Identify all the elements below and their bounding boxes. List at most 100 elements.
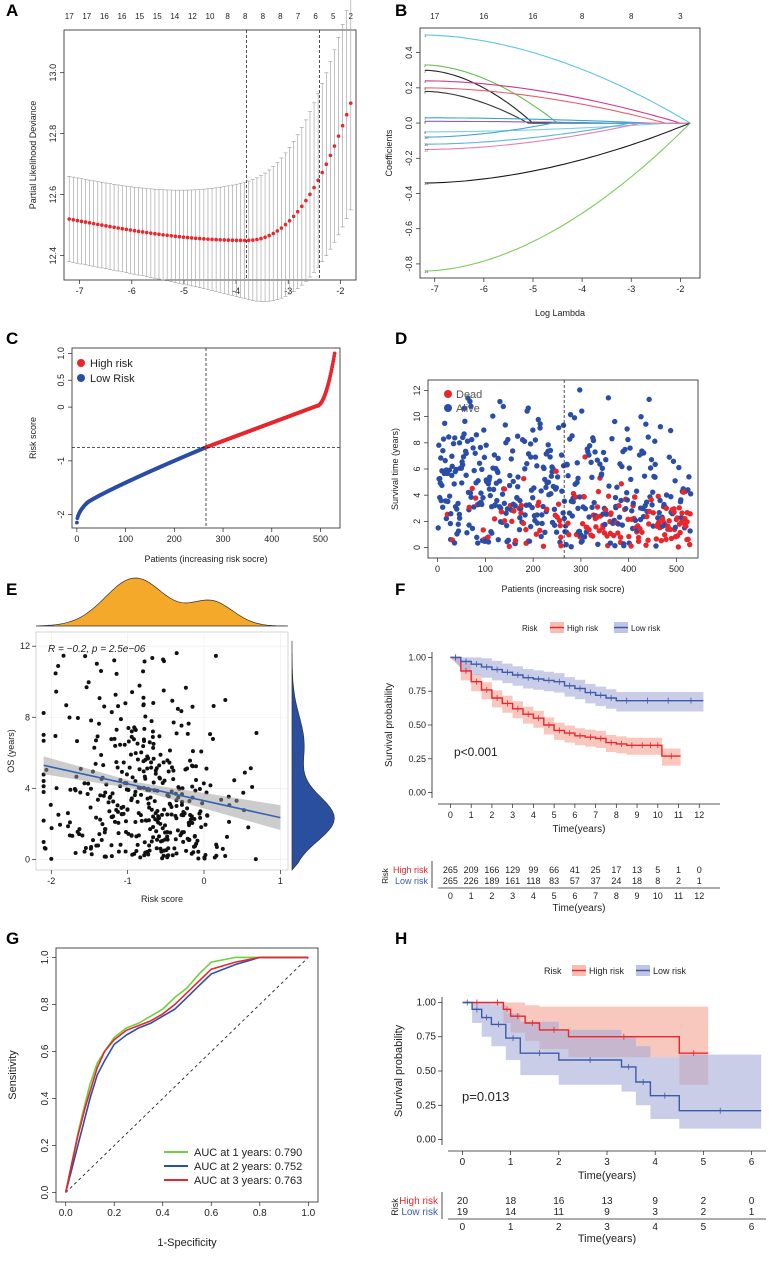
survival-point — [594, 504, 601, 510]
survival-point — [619, 522, 626, 528]
deviance-point — [226, 238, 231, 242]
y-tick-label: 0.0 — [40, 1185, 51, 1199]
os-point — [103, 827, 108, 832]
os-point — [171, 720, 176, 725]
risk-table-title: Risk — [381, 867, 390, 884]
survival-point — [440, 504, 446, 510]
risk-count: 99 — [528, 865, 538, 875]
survival-point — [480, 527, 486, 533]
coef-label: 13 — [424, 181, 429, 186]
survival-point — [438, 455, 444, 461]
os-point — [242, 770, 247, 775]
os-point — [93, 761, 98, 766]
survival-point — [537, 527, 543, 534]
survival-point — [582, 506, 589, 512]
os-point — [141, 695, 146, 700]
deviance-point — [100, 223, 104, 227]
os-point — [174, 804, 179, 809]
x-axis-label: Patients (increasing risk socre) — [144, 554, 267, 564]
os-point — [126, 788, 131, 793]
survival-point — [445, 498, 451, 505]
os-point — [196, 849, 201, 854]
os-point — [158, 846, 163, 851]
os-point — [157, 775, 162, 780]
risk-count: 37 — [591, 876, 601, 886]
x-tick-label: 5 — [552, 810, 557, 820]
plot-frame — [55, 947, 319, 1203]
survival-point — [623, 505, 629, 512]
coef-label: 4 — [424, 79, 427, 84]
x-tick-label: 8 — [614, 810, 619, 820]
survival-point — [624, 490, 630, 496]
deviance-point — [238, 238, 243, 243]
panel-g: 0.0 0.2 0.4 0.6 0.8 1.0 0.0 0.2 0.4 0.6 0.8 1.0 1-Sp… — [7, 947, 319, 1249]
survival-point — [459, 461, 466, 468]
survival-point — [545, 442, 551, 448]
coef-path-7 — [424, 117, 691, 124]
os-point — [126, 831, 131, 836]
deviance-point — [324, 162, 329, 167]
diagonal-reference — [65, 957, 309, 1193]
survival-point — [525, 405, 531, 411]
x-tick-label: 4 — [652, 1157, 658, 1168]
survival-point — [574, 460, 580, 466]
coef-path-4 — [424, 80, 691, 124]
os-point — [146, 818, 151, 823]
x-tick-label: -1 — [124, 876, 132, 886]
survival-point — [671, 506, 677, 512]
survival-point — [557, 522, 563, 529]
os-point — [160, 826, 165, 831]
panel-f: 0 1 2 3 4 5 6 7 8 9 10 11 120.000.250.500.751.00Time… — [381, 622, 720, 914]
os-point — [196, 856, 201, 861]
os-point — [204, 766, 209, 771]
os-point — [41, 818, 46, 823]
survival-point — [653, 543, 659, 549]
survival-point — [640, 450, 647, 456]
risk-count: 57 — [570, 876, 580, 886]
os-point — [167, 801, 172, 806]
survival-point — [449, 463, 455, 469]
risk-table-tick: 1 — [508, 1222, 514, 1233]
survival-point — [553, 529, 560, 535]
os-point — [92, 745, 97, 750]
os-point — [160, 838, 165, 843]
os-point — [153, 771, 158, 776]
panel-letter-b: B — [395, 1, 407, 20]
survival-point — [456, 440, 463, 446]
survival-point — [515, 484, 521, 490]
os-point — [139, 792, 144, 797]
os-point — [125, 807, 130, 812]
risk-count: 66 — [549, 865, 559, 875]
survival-point — [626, 533, 632, 540]
os-point — [148, 827, 153, 832]
risk-point — [332, 354, 337, 359]
os-point — [165, 837, 170, 842]
os-point — [223, 698, 228, 703]
survival-point — [461, 431, 467, 437]
os-point — [185, 836, 190, 841]
survival-point — [643, 499, 650, 505]
x-tick-label: 400 — [264, 534, 279, 544]
survival-point — [575, 475, 581, 481]
survival-point — [521, 438, 528, 445]
coef-path-5 — [424, 87, 691, 124]
survival-point — [589, 474, 595, 481]
survival-point — [556, 517, 563, 524]
plot-frame — [35, 631, 289, 871]
os-point — [101, 763, 106, 768]
survival-point — [633, 488, 640, 494]
survival-point — [617, 534, 624, 540]
ci-band-low — [450, 657, 704, 712]
survival-point — [685, 487, 691, 493]
os-point — [155, 837, 160, 842]
os-point — [110, 791, 115, 796]
y-tick-label: 0.75 — [408, 686, 426, 696]
os-point — [173, 813, 178, 818]
survival-point — [588, 459, 594, 466]
os-point — [169, 765, 174, 770]
legend-low-dot — [77, 374, 85, 382]
survival-point — [470, 445, 476, 451]
survival-point — [466, 522, 472, 528]
os-point — [241, 790, 246, 795]
survival-point — [486, 474, 493, 480]
